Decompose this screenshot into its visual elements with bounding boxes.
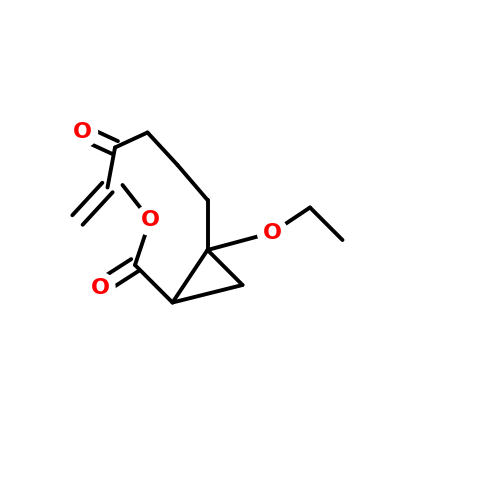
Circle shape — [135, 205, 165, 235]
Text: O: O — [90, 278, 110, 297]
Text: O: O — [73, 122, 92, 142]
Circle shape — [258, 218, 288, 248]
Text: O: O — [263, 222, 282, 242]
Circle shape — [68, 118, 98, 148]
Circle shape — [85, 272, 115, 302]
Text: O: O — [140, 210, 160, 230]
